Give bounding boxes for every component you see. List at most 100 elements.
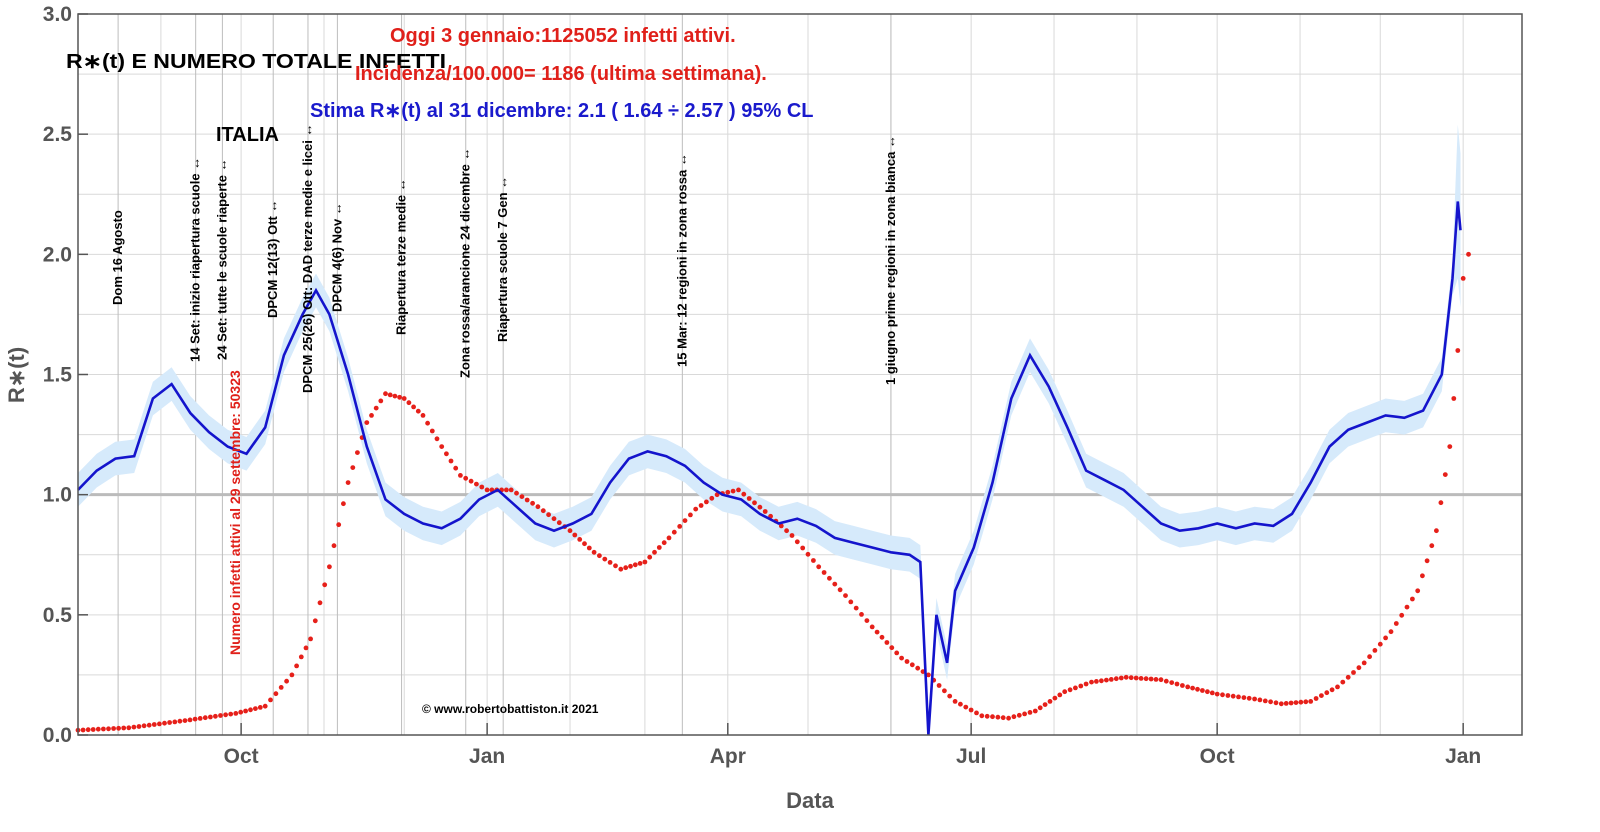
infected-point [1351,670,1356,675]
infected-point [1399,612,1405,618]
infected-point [289,672,295,678]
infected-point [746,496,752,501]
y-axis-label: R∗(t) [4,347,29,403]
infected-point [1303,699,1309,705]
infected-point [1388,629,1394,635]
infected-point [952,699,958,704]
infected-point [704,499,709,505]
infected-point [238,709,244,715]
infected-point [671,529,677,535]
infected-point [1123,674,1129,680]
infected-point [628,563,633,569]
infected-point [474,481,479,487]
infected-point [1410,596,1415,602]
annotation-label: 15 Mar: 12 regioni in zona rossa ↔ [674,153,689,367]
infected-point [208,714,213,720]
infected-point [146,722,152,728]
infected-point [784,528,789,534]
infected-point [415,408,421,414]
infected-point [1057,692,1063,698]
infected-point [1466,251,1471,257]
annotation-label: DPCM 4(6) Nov ↔ [329,202,344,312]
infected-point [1377,641,1383,647]
infected-point [294,663,299,669]
infected-point [904,659,910,664]
infected-point [1345,674,1351,680]
infected-point [508,487,514,493]
infected-point [218,713,223,718]
infected-point [397,394,402,400]
infected-point [177,718,183,724]
infected-point [1011,714,1017,720]
infected-point [369,413,374,418]
infected-point [401,396,407,401]
infected-point [947,693,953,699]
infected-point [327,564,332,570]
annotation-label: Dom 16 Agosto [110,210,125,305]
infected-point [642,559,648,565]
infected-point [223,712,229,718]
infected-point [1283,701,1289,706]
infected-point [284,678,289,684]
infected-point [1442,472,1448,477]
infected-point [444,451,449,457]
infected-point [535,504,541,510]
infected-point [827,575,832,581]
infected-point [1180,683,1185,688]
annotation-label: Zona rossa/arancione 24 dicembre ↔ [458,148,473,378]
infected-point [607,560,613,565]
infected-point [567,528,573,534]
infected-point [889,645,895,651]
infected-point [974,710,979,716]
infected-point [273,691,279,697]
infected-point [378,398,384,404]
infected-point [172,719,178,725]
infected-point [355,450,360,455]
x-tick-label: Jul [956,745,986,768]
infected-point [1273,700,1279,706]
infected-point [448,458,454,464]
infected-point [463,475,469,481]
infected-point [345,480,351,485]
y-axis-ticks: 0.0 0.5 1.0 1.5 2.0 2.5 3.0 [43,3,88,747]
infected-point [1118,675,1124,681]
infected-point [425,420,430,426]
infected-point [869,624,875,630]
infected-point [1032,708,1038,714]
infected-point [373,405,379,411]
infected-point [1262,698,1268,704]
infected-point [632,562,638,568]
infected-point [1404,604,1410,610]
annotation-label: 24 Set: tutte le scuole riaperte ↔ [214,158,229,360]
infected-point [1335,684,1340,690]
annotation-label: 14 Set: inizio riapertura scuole ↔ [188,157,203,362]
x-axis-label: Data [786,788,834,813]
infected-point [479,484,485,490]
infected-point [968,707,974,713]
y-tick-label: 0.5 [43,604,73,627]
infected-point [1205,689,1210,695]
infected-point [1006,715,1011,721]
infected-point [406,400,412,406]
infected-point [429,428,435,434]
infected-point [1313,696,1319,701]
infected-point [1455,348,1461,353]
infected-point [741,491,747,497]
infected-point [837,587,843,593]
y-tick-label: 1.0 [43,484,72,507]
infected-point [1225,693,1231,698]
infected-point [832,581,838,587]
annotation-label: DPCM 12(13) Ott ↔ [265,200,280,318]
infected-point [504,487,509,493]
infected-point [1324,690,1330,696]
infected-point [693,506,699,512]
infected-point [666,535,672,541]
infected-point [1073,685,1078,691]
x-tick-label: Jan [1445,745,1481,768]
infected-point [652,549,657,555]
infected-point [253,706,258,711]
infected-point [383,391,388,397]
infected-point [1209,690,1215,696]
x-tick-label: Oct [1200,745,1235,768]
infected-point [757,504,763,510]
